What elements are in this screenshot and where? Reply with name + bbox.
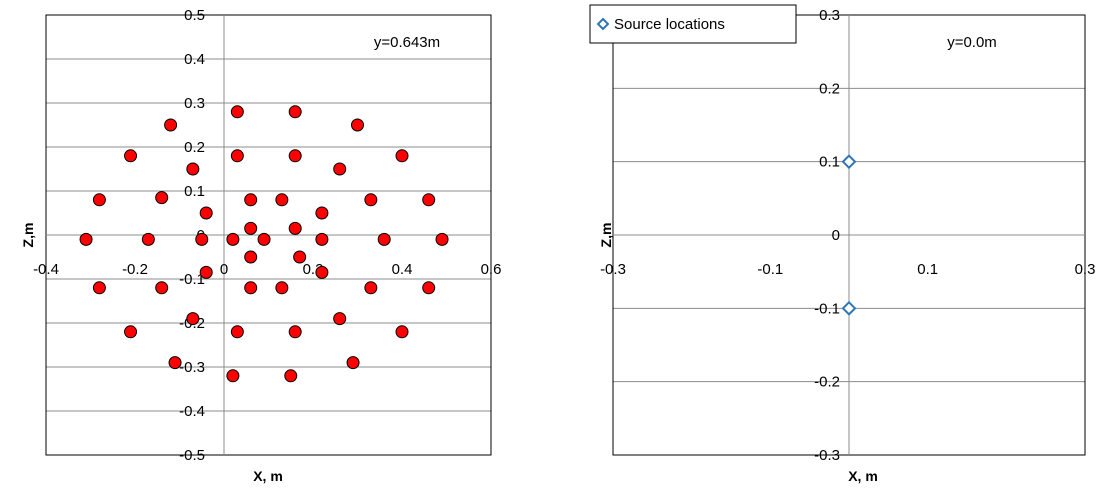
data-point (288, 325, 302, 339)
x-tick-label: -0.1 (757, 261, 783, 278)
y-tick-label: 0.3 (184, 95, 205, 112)
y-axis-title: Z,m (20, 223, 36, 248)
data-point (244, 281, 258, 295)
y-tick-label: 0 (832, 227, 840, 244)
y-tick-label: 0.1 (184, 183, 205, 200)
data-point (186, 162, 200, 176)
y-tick-label: -0.4 (179, 403, 205, 420)
data-point (79, 232, 93, 246)
data-point (124, 325, 138, 339)
data-point (293, 250, 307, 264)
data-point (155, 191, 169, 205)
y-tick-label: -0.3 (179, 359, 205, 376)
x-tick-label: 0.1 (917, 261, 938, 278)
data-point (275, 281, 289, 295)
x-tick-label: 0.3 (1075, 261, 1096, 278)
data-point (230, 149, 244, 163)
x-tick-label: -0.3 (600, 261, 626, 278)
x-axis-title: X, m (253, 468, 283, 484)
data-point (435, 232, 449, 246)
data-point (351, 118, 364, 132)
x-tick-label: -0.4 (33, 261, 59, 278)
data-point (141, 232, 155, 246)
data-point (199, 206, 213, 220)
data-point (186, 312, 200, 326)
data-point (244, 221, 258, 235)
y-tick-label: 0.5 (184, 7, 205, 24)
data-point (226, 369, 240, 383)
legend-box (589, 4, 797, 44)
data-point (422, 193, 436, 207)
y-tick-label: 0.2 (819, 80, 840, 97)
data-point (92, 193, 106, 207)
data-point (364, 281, 378, 295)
legend-label: Source locations (614, 16, 725, 33)
y-tick-label: -0.5 (179, 447, 205, 464)
plot-annotation: y=0.643m (374, 34, 440, 51)
y-tick-label: 0.3 (819, 7, 840, 24)
x-tick-label: 0 (220, 261, 228, 278)
data-point (226, 232, 240, 246)
data-point (124, 149, 138, 163)
data-point (244, 193, 258, 207)
data-point (195, 232, 209, 246)
plot-annotation: y=0.0m (947, 34, 997, 51)
y-tick-label: -0.1 (179, 271, 205, 288)
data-point (333, 312, 347, 326)
data-point (168, 356, 182, 370)
data-point (230, 105, 244, 119)
data-point (315, 265, 329, 279)
data-point (92, 281, 106, 295)
data-point (288, 221, 302, 235)
data-point (395, 325, 409, 339)
data-point (841, 154, 857, 170)
x-tick-label: 0.4 (392, 261, 413, 278)
data-point (315, 206, 329, 220)
y-tick-label: 0.2 (184, 139, 205, 156)
data-point (315, 232, 329, 246)
y-axis-title: Z,m (598, 223, 614, 248)
data-point (422, 281, 436, 295)
x-axis-title: X, m (848, 468, 878, 484)
data-point (288, 105, 302, 119)
data-point (346, 356, 360, 370)
data-point (333, 162, 347, 176)
y-tick-label: -0.2 (814, 374, 840, 391)
data-point (841, 300, 857, 316)
data-point (257, 232, 271, 246)
data-point (244, 250, 258, 264)
data-point (377, 232, 391, 246)
y-tick-label: 0.4 (184, 51, 205, 68)
x-tick-label: -0.2 (122, 261, 148, 278)
data-point (275, 193, 289, 207)
data-point (155, 281, 169, 295)
data-point (230, 325, 244, 339)
data-point (284, 369, 298, 383)
data-point (395, 149, 409, 163)
y-tick-label: -0.3 (814, 447, 840, 464)
x-tick-label: 0.6 (481, 261, 502, 278)
legend-marker (596, 17, 610, 31)
data-point (164, 118, 178, 132)
y-tick-label: 0.1 (819, 154, 840, 171)
data-point (364, 193, 378, 207)
data-point (199, 265, 213, 279)
y-tick-label: -0.1 (814, 300, 840, 317)
data-point (288, 149, 302, 163)
